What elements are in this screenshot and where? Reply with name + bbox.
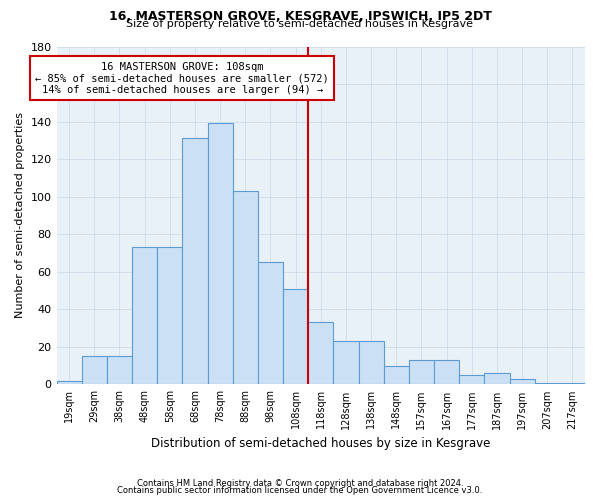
Bar	[535, 382, 560, 384]
Bar	[233, 191, 258, 384]
Bar	[56, 380, 82, 384]
Y-axis label: Number of semi-detached properties: Number of semi-detached properties	[15, 112, 25, 318]
Bar	[509, 379, 535, 384]
Bar	[82, 356, 107, 384]
Bar	[383, 366, 409, 384]
Bar	[434, 360, 459, 384]
Text: 16, MASTERSON GROVE, KESGRAVE, IPSWICH, IP5 2DT: 16, MASTERSON GROVE, KESGRAVE, IPSWICH, …	[109, 10, 491, 23]
Text: Size of property relative to semi-detached houses in Kesgrave: Size of property relative to semi-detach…	[127, 19, 473, 29]
Bar	[308, 322, 334, 384]
Bar	[258, 262, 283, 384]
Bar	[334, 342, 359, 384]
Bar	[283, 288, 308, 384]
X-axis label: Distribution of semi-detached houses by size in Kesgrave: Distribution of semi-detached houses by …	[151, 437, 490, 450]
Bar	[107, 356, 132, 384]
Bar	[484, 373, 509, 384]
Text: Contains HM Land Registry data © Crown copyright and database right 2024.: Contains HM Land Registry data © Crown c…	[137, 478, 463, 488]
Bar	[132, 248, 157, 384]
Text: 16 MASTERSON GROVE: 108sqm
← 85% of semi-detached houses are smaller (572)
14% o: 16 MASTERSON GROVE: 108sqm ← 85% of semi…	[35, 62, 329, 94]
Bar	[459, 375, 484, 384]
Bar	[560, 382, 585, 384]
Bar	[182, 138, 208, 384]
Text: Contains public sector information licensed under the Open Government Licence v3: Contains public sector information licen…	[118, 486, 482, 495]
Bar	[359, 342, 383, 384]
Bar	[208, 124, 233, 384]
Bar	[409, 360, 434, 384]
Bar	[157, 248, 182, 384]
